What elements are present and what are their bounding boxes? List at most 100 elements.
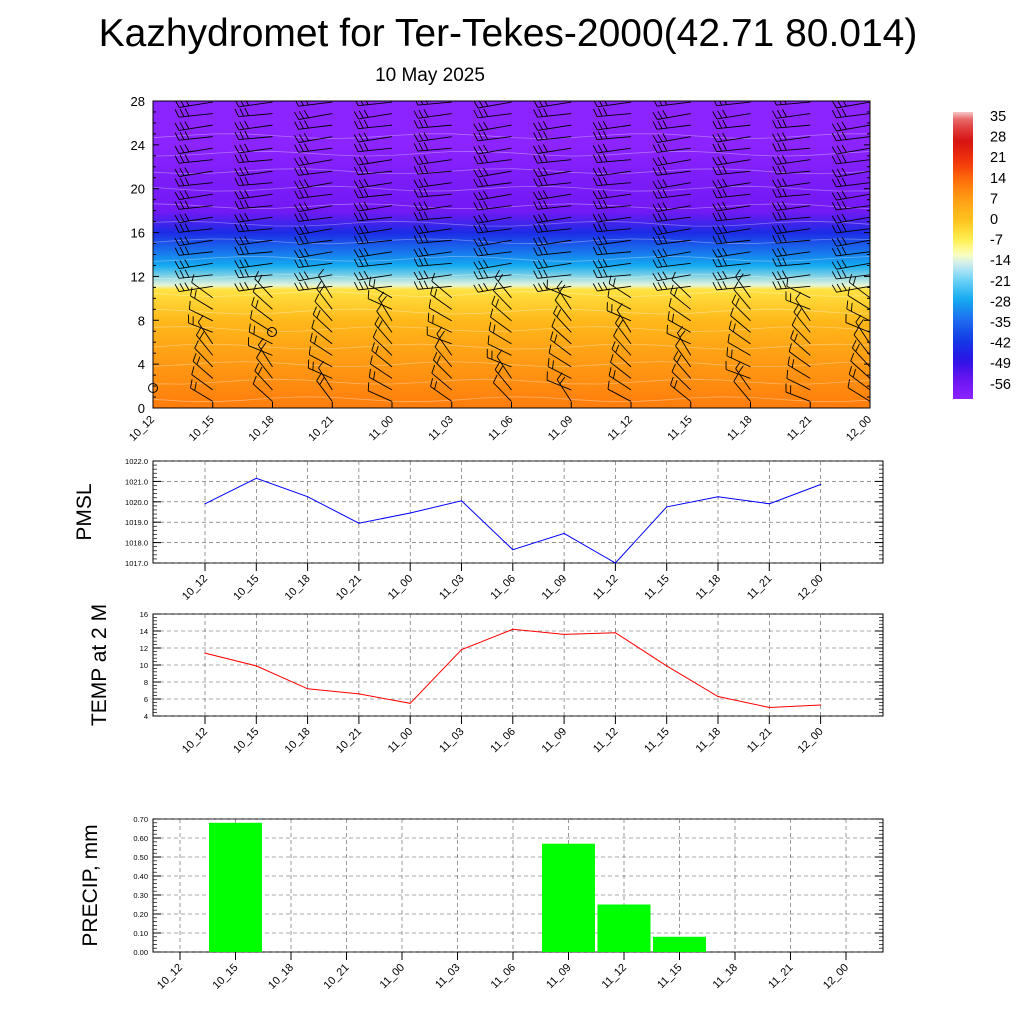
- wind-barb-flag: [652, 157, 658, 166]
- wind-barb: [298, 136, 333, 143]
- wind-barb-flag: [120, 202, 124, 210]
- wind-barb-flag: [657, 282, 663, 291]
- wind-barb-flag: [125, 99, 129, 106]
- wind-barb-flag: [533, 155, 538, 164]
- wind-barb: [776, 193, 811, 198]
- wind-barb-flag: [597, 167, 603, 176]
- wind-barb-flag: [726, 347, 729, 356]
- wind-barb-flag: [607, 380, 610, 390]
- wind-barb-flag: [363, 142, 369, 151]
- wind-barb-flag: [358, 271, 364, 280]
- wind-barb-flag: [418, 211, 424, 220]
- wind-barb-flag: [418, 165, 424, 174]
- x-tick-label: 11_18: [694, 726, 724, 756]
- wind-barb-flag: [174, 270, 180, 279]
- wind-barb: [776, 251, 811, 257]
- wind-barb-flag: [353, 143, 359, 152]
- wind-barb: [546, 379, 572, 391]
- wind-barb-flag: [676, 354, 682, 363]
- wind-barb: [370, 363, 393, 379]
- wind-barb-flag: [782, 201, 787, 210]
- wind-barb-flag: [368, 368, 371, 378]
- wind-barb-flag: [120, 169, 124, 176]
- wind-barb: [238, 251, 273, 256]
- wind-barb-flag: [316, 281, 322, 289]
- wind-barb-flag: [120, 156, 124, 164]
- wind-barb-flag: [298, 203, 305, 211]
- calm-wind-marker: [267, 327, 277, 337]
- wind-barb-flag: [244, 176, 250, 185]
- wind-barb-flag: [244, 143, 250, 152]
- wind-barb-flag: [712, 134, 718, 143]
- wind-barb-flag: [735, 269, 741, 277]
- wind-barb-flag: [413, 258, 419, 267]
- wind-barb-flag: [303, 156, 309, 165]
- wind-barb-flag: [125, 155, 129, 163]
- wind-barb-flag: [303, 225, 309, 234]
- wind-barb-flag: [597, 177, 603, 186]
- wind-barb: [788, 351, 811, 368]
- wind-barb: [477, 251, 512, 257]
- wind-barb-flag: [418, 109, 424, 118]
- wind-barb-flag: [363, 109, 369, 118]
- wind-barb: [179, 101, 213, 108]
- wind-barb-flag: [244, 258, 250, 267]
- wind-barb-flag: [134, 373, 135, 382]
- x-tick-label: 11_00: [367, 414, 397, 444]
- wind-barb-flag: [248, 323, 251, 333]
- wind-barb-flag: [483, 200, 489, 209]
- wind-barb: [477, 101, 512, 109]
- x-tick-label: 11_06: [489, 962, 519, 992]
- wind-barb-flag: [850, 352, 855, 362]
- wind-barb: [418, 205, 452, 211]
- wind-barb-flag: [316, 309, 321, 319]
- wind-barb-flag: [423, 257, 429, 266]
- wind-barb-flag: [244, 235, 250, 244]
- wind-barb-flag: [483, 259, 489, 268]
- wind-barb-flag: [473, 101, 479, 109]
- wind-barb: [776, 285, 811, 290]
- wind-barb-flag: [120, 225, 124, 233]
- wind-barb-flag: [602, 222, 608, 231]
- wind-barbs: [120, 99, 870, 402]
- wind-barb-flag: [496, 349, 503, 358]
- wind-barb-flag: [543, 246, 548, 255]
- data-point: [204, 652, 206, 654]
- wind-barb-flag: [483, 269, 489, 278]
- wind-barb: [153, 354, 154, 356]
- wind-barb-flag: [125, 247, 129, 255]
- wind-barb: [316, 288, 333, 310]
- wind-barb: [179, 262, 213, 270]
- wind-barb: [845, 322, 870, 333]
- wind-barb-flag: [184, 131, 190, 140]
- wind-barb-flag: [418, 188, 424, 197]
- wind-barb-flag: [782, 188, 787, 197]
- wind-barb-flag: [786, 277, 789, 287]
- wind-barb: [656, 193, 691, 199]
- wind-barb-flag: [353, 212, 359, 221]
- chart-subtitle: 10 May 2025: [375, 65, 485, 86]
- wind-barb: [477, 285, 512, 293]
- wind-barb-flag: [602, 107, 608, 116]
- wind-barb-flag: [497, 365, 503, 374]
- wind-barb: [656, 216, 691, 222]
- wind-barb-flag: [179, 269, 185, 279]
- wind-barb-flag: [434, 339, 440, 348]
- wind-barb: [656, 239, 691, 245]
- wind-barb: [153, 263, 154, 264]
- wind-barb: [537, 182, 572, 187]
- wind-barb-flag: [245, 101, 250, 106]
- wind-barb-flag: [252, 283, 257, 293]
- wind-barb-flag: [618, 319, 624, 328]
- wind-barb-flag: [304, 258, 309, 267]
- wind-barb: [556, 287, 572, 310]
- wind-barb: [252, 291, 273, 310]
- wind-barb: [298, 274, 333, 282]
- wind-barb: [657, 182, 691, 190]
- wind-barb: [308, 367, 333, 379]
- wind-barb: [836, 136, 870, 142]
- wind-barb: [238, 147, 273, 154]
- x-tick-label: 11_03: [437, 726, 467, 756]
- wind-barb-flag: [304, 235, 309, 244]
